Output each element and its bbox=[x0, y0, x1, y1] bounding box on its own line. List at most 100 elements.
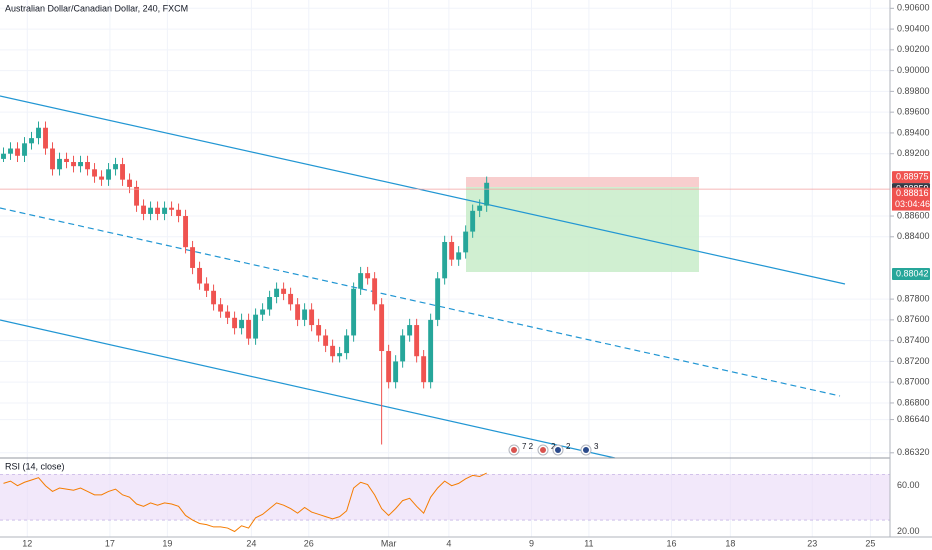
x-tick-label: 16 bbox=[667, 538, 677, 548]
x-tick-label: 12 bbox=[22, 538, 32, 548]
candle-body bbox=[414, 325, 420, 357]
event-count: 2 bbox=[566, 442, 571, 451]
y-tick-label: 0.86800 bbox=[897, 397, 930, 407]
candle-body bbox=[372, 278, 378, 305]
candle-body bbox=[57, 158, 62, 170]
event-flag bbox=[511, 447, 517, 453]
channel-middle bbox=[0, 207, 841, 397]
event-flag bbox=[583, 447, 589, 453]
axes: 0.90600 0.90400 0.90200 0.90000 0.89800 0.896… bbox=[22, 3, 930, 549]
price-label: 0.88816 bbox=[896, 188, 929, 198]
candle-body bbox=[155, 207, 161, 214]
candle-body bbox=[477, 205, 483, 211]
candle-body bbox=[134, 186, 139, 206]
candle-body bbox=[239, 319, 245, 329]
candle-body bbox=[323, 335, 329, 346]
candle-body bbox=[64, 158, 69, 163]
event-flag bbox=[555, 447, 561, 453]
candles bbox=[0, 121, 890, 445]
x-tick-label: 26 bbox=[304, 538, 314, 548]
candle-body bbox=[281, 288, 287, 294]
candle-body bbox=[1, 153, 6, 159]
candle-body bbox=[330, 345, 336, 357]
candle-body bbox=[435, 278, 441, 320]
candle-body bbox=[295, 304, 301, 320]
candle-body bbox=[169, 207, 175, 210]
y-tick-label: 0.90600 bbox=[897, 3, 930, 13]
candle-body bbox=[204, 283, 210, 291]
candle-body bbox=[386, 351, 392, 383]
candle-body bbox=[22, 143, 27, 156]
candle-body bbox=[162, 207, 168, 214]
channel-upper bbox=[0, 95, 846, 285]
candle-body bbox=[456, 252, 462, 260]
candle-body bbox=[344, 335, 350, 354]
rsi-title: RSI (14, close) bbox=[5, 461, 65, 471]
candle-body bbox=[246, 319, 252, 339]
candle-body bbox=[400, 335, 406, 362]
x-tick-label: 4 bbox=[446, 538, 451, 548]
x-tick-label: 25 bbox=[865, 538, 875, 548]
event-count: 7 2 bbox=[522, 442, 534, 451]
candle-body bbox=[274, 288, 280, 298]
channel-lower bbox=[0, 319, 616, 459]
candle-body bbox=[85, 162, 90, 170]
candle-body bbox=[127, 179, 132, 187]
y-tick-label: 0.86640 bbox=[897, 414, 930, 424]
price-label-box bbox=[892, 267, 930, 280]
event-count: 3 bbox=[594, 442, 599, 451]
candle-body bbox=[379, 304, 385, 352]
candle-body bbox=[141, 205, 146, 214]
grid bbox=[0, 0, 890, 537]
y-tick-label: 0.89400 bbox=[897, 127, 930, 137]
price-label: 0.88975 bbox=[896, 171, 929, 181]
candle-body bbox=[260, 309, 266, 315]
candle-body bbox=[50, 148, 55, 170]
candle-body bbox=[225, 311, 231, 318]
candle-body bbox=[8, 148, 13, 154]
y-tick-label: 0.90400 bbox=[897, 23, 930, 33]
target-zone bbox=[466, 187, 699, 272]
x-tick-label: 24 bbox=[246, 538, 256, 548]
candle-body bbox=[92, 169, 97, 177]
price-label-box bbox=[892, 171, 930, 184]
y-tick-label: 0.88600 bbox=[897, 210, 930, 220]
y-tick-label: 0.87200 bbox=[897, 356, 930, 366]
y-tick-label: 0.86320 bbox=[897, 447, 930, 457]
x-tick-label: 18 bbox=[725, 538, 735, 548]
candle-body bbox=[470, 210, 476, 232]
candle-body bbox=[211, 290, 217, 305]
stop-zone bbox=[466, 177, 699, 187]
candle-body bbox=[449, 241, 455, 260]
y-tick-label: 0.89200 bbox=[897, 148, 930, 158]
price-label-box bbox=[892, 187, 930, 200]
y-tick-label: 0.88400 bbox=[897, 231, 930, 241]
y-tick-label: 0.87600 bbox=[897, 314, 930, 324]
rsi-tick-label: 60.00 bbox=[897, 480, 920, 490]
event-flag bbox=[540, 447, 546, 453]
y-tick-label: 0.87400 bbox=[897, 335, 930, 345]
candle-body bbox=[113, 164, 118, 170]
candle-body bbox=[421, 356, 427, 383]
rsi-line bbox=[3, 472, 487, 533]
candle-body bbox=[120, 164, 125, 180]
candle-body bbox=[197, 267, 203, 284]
candle-body bbox=[36, 127, 41, 139]
y-tick-label: 0.87800 bbox=[897, 293, 930, 303]
events: 7 2 2 2 3 bbox=[508, 442, 599, 456]
x-tick-label: 9 bbox=[529, 538, 534, 548]
candle-body bbox=[309, 309, 315, 326]
candle-body bbox=[71, 162, 76, 167]
candle-body bbox=[428, 319, 434, 383]
candle-body bbox=[302, 309, 308, 320]
countdown: 03:04:46 bbox=[895, 199, 930, 209]
rsi-pane bbox=[0, 472, 890, 533]
candle-body bbox=[365, 273, 371, 279]
candle-body bbox=[78, 162, 83, 167]
candle-body bbox=[218, 304, 224, 312]
rsi-tick-label: 20.00 bbox=[897, 526, 920, 536]
candle-body bbox=[99, 176, 104, 180]
candle-body bbox=[232, 317, 238, 329]
y-tick-label: 0.90200 bbox=[897, 44, 930, 54]
